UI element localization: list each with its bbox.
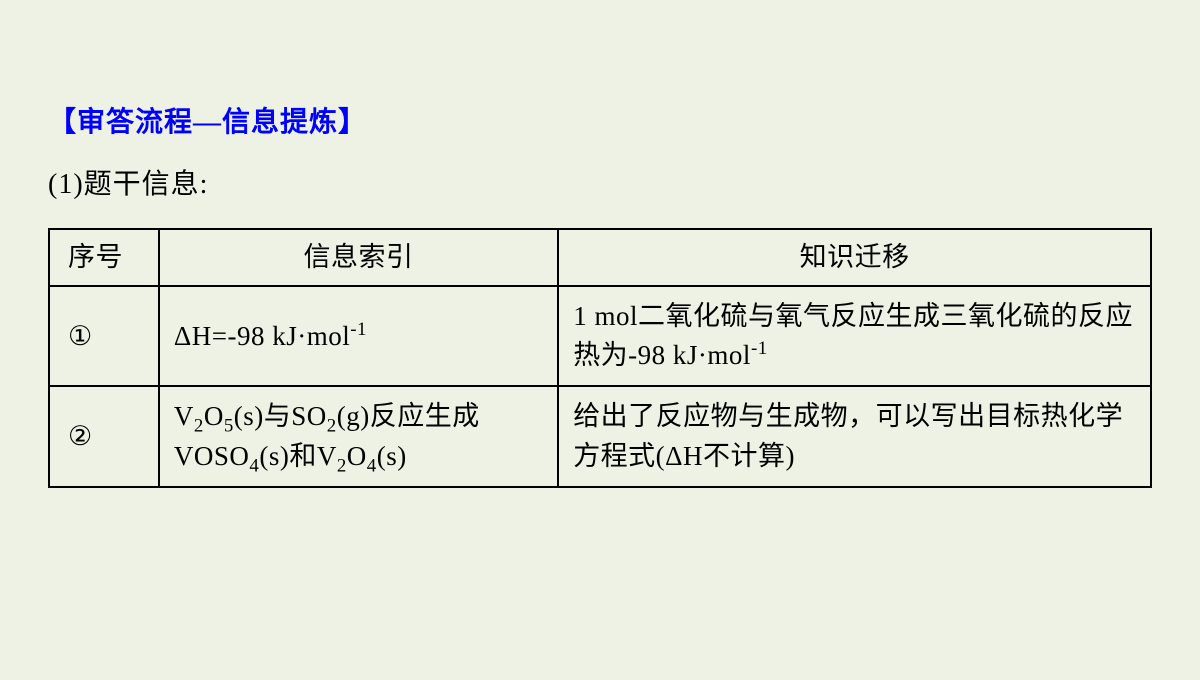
cell-transfer: 1 mol二氧化硫与氧气反应生成三氧化硫的反应热为-98 kJ·mol-1 — [558, 286, 1151, 386]
sub-heading: (1)题干信息: — [48, 162, 1152, 202]
table-row: ① ΔH=-98 kJ·mol-1 1 mol二氧化硫与氧气反应生成三氧化硫的反… — [49, 286, 1151, 386]
header-num: 序号 — [49, 229, 159, 286]
table-header-row: 序号 信息索引 知识迁移 — [49, 229, 1151, 286]
header-index: 信息索引 — [159, 229, 558, 286]
cell-num: ① — [49, 286, 159, 386]
cell-index: V2O5(s)与SO2(g)反应生成VOSO4(s)和V2O4(s) — [159, 386, 558, 486]
cell-index: ΔH=-98 kJ·mol-1 — [159, 286, 558, 386]
section-heading: 【审答流程—信息提炼】 — [48, 100, 1152, 140]
cell-num: ② — [49, 386, 159, 486]
header-transfer: 知识迁移 — [558, 229, 1151, 286]
info-table: 序号 信息索引 知识迁移 ① ΔH=-98 kJ·mol-1 1 mol二氧化硫… — [48, 228, 1152, 488]
table-row: ② V2O5(s)与SO2(g)反应生成VOSO4(s)和V2O4(s) 给出了… — [49, 386, 1151, 486]
cell-transfer: 给出了反应物与生成物，可以写出目标热化学方程式(ΔH不计算) — [558, 386, 1151, 486]
